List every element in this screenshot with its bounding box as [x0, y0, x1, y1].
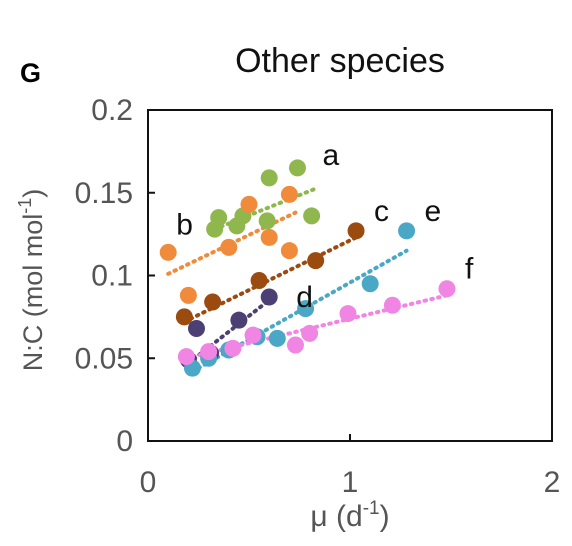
series-labels: a b c d ef [176, 139, 474, 314]
y-axis-label: N:C (mol mol-1) [15, 189, 48, 372]
x-tick-label-1: 1 [342, 466, 359, 499]
trend-line-c [182, 235, 359, 324]
point-a-4 [258, 212, 276, 230]
x-tick-label-0: 0 [140, 466, 157, 499]
point-f-0 [177, 348, 195, 366]
point-b-5 [280, 185, 298, 203]
series-label-d: d [296, 281, 313, 314]
point-c-0 [175, 308, 193, 326]
point-b-1 [179, 286, 197, 304]
chart-title: Other species [235, 42, 445, 80]
point-f-6 [339, 305, 357, 323]
y-tick-label-4: 0.2 [91, 94, 133, 127]
point-d-1 [187, 319, 205, 337]
y-tick-label-0: 0 [116, 425, 133, 458]
data-points [159, 159, 456, 377]
point-d-4 [260, 288, 278, 306]
y-tick-label-3: 0.15 [75, 177, 133, 210]
point-c-1 [204, 293, 222, 311]
point-d-3 [230, 311, 248, 329]
trend-line-d [186, 295, 276, 366]
series-label-f: f [465, 253, 474, 286]
point-f-5 [301, 324, 319, 342]
point-e-7 [398, 222, 416, 240]
point-b-2 [220, 238, 238, 256]
point-a-5 [260, 169, 278, 187]
point-e-6 [361, 275, 379, 293]
point-c-2 [250, 271, 268, 289]
axis-ticks: 0 1 2 0 0.05 0.1 0.15 0.2 [75, 94, 561, 499]
series-label-a: a [322, 139, 339, 172]
panel-label: G [20, 58, 41, 88]
point-e-4 [268, 329, 286, 347]
point-b-6 [280, 242, 298, 260]
series-label-b: b [176, 208, 193, 241]
point-b-4 [260, 228, 278, 246]
point-f-7 [383, 296, 401, 314]
x-axis-label: μ (d-1) [310, 498, 389, 533]
point-a-7 [303, 207, 321, 225]
series-label-c: c [374, 195, 389, 228]
y-tick-label-2: 0.1 [91, 260, 133, 293]
point-b-3 [240, 195, 258, 213]
point-f-8 [438, 280, 456, 298]
point-c-3 [307, 252, 325, 270]
point-c-4 [347, 222, 365, 240]
point-a-6 [288, 159, 306, 177]
point-f-1 [200, 343, 218, 361]
point-a-1 [210, 209, 228, 227]
point-f-4 [286, 336, 304, 354]
point-e-5 [297, 300, 315, 318]
plot-frame [147, 109, 553, 442]
series-label-e: e [425, 195, 442, 228]
point-f-2 [224, 339, 242, 357]
point-b-0 [159, 243, 177, 261]
y-tick-label-1: 0.05 [75, 342, 133, 375]
x-tick-label-2: 2 [544, 466, 561, 499]
point-f-3 [244, 326, 262, 344]
